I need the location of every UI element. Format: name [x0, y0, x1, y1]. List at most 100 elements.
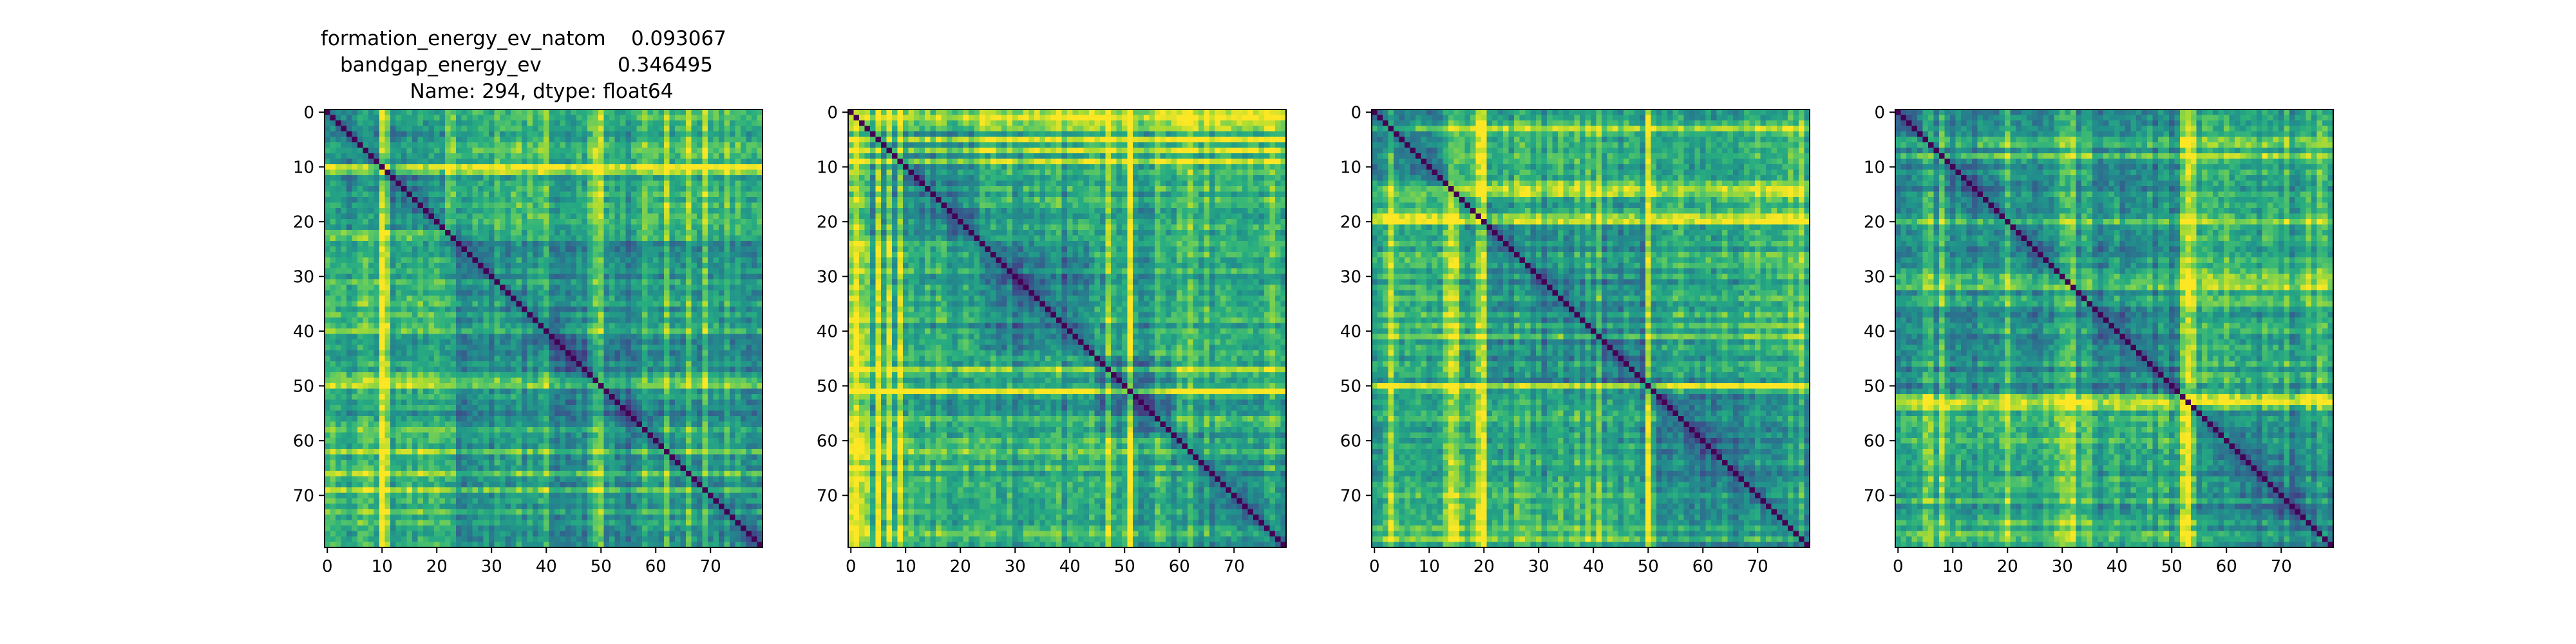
heatmap-cell	[713, 438, 719, 444]
heatmap-cell	[379, 449, 385, 455]
heatmap-cell	[489, 312, 495, 318]
heatmap-cell	[658, 416, 665, 422]
heatmap-cell	[669, 191, 676, 198]
heatmap-cell	[713, 279, 719, 285]
heatmap-cell	[472, 175, 478, 181]
heatmap-cell	[603, 334, 610, 340]
heatmap-cell	[346, 169, 352, 176]
heatmap-cell	[428, 421, 435, 428]
heatmap-cell	[746, 142, 752, 148]
heatmap-cell	[576, 164, 582, 170]
heatmap-cell	[472, 230, 478, 236]
heatmap-cell	[741, 355, 746, 362]
heatmap-cell	[516, 235, 522, 242]
heatmap-cell	[336, 421, 341, 428]
heatmap-cell	[363, 405, 369, 411]
heatmap-cell	[603, 246, 610, 252]
heatmap-cell	[636, 405, 643, 411]
heatmap-cell	[544, 307, 549, 312]
heatmap-cell	[336, 432, 341, 439]
heatmap-cell	[522, 345, 527, 351]
heatmap-cell	[467, 230, 473, 236]
heatmap-cell	[483, 263, 489, 269]
heatmap-cell	[719, 443, 724, 450]
heatmap-cell	[336, 279, 341, 285]
heatmap-cell	[625, 339, 632, 345]
heatmap-cell	[565, 158, 571, 165]
heatmap-cell	[412, 147, 418, 154]
heatmap-cell	[642, 175, 648, 181]
heatmap-cell	[505, 153, 511, 159]
heatmap-cell	[582, 219, 588, 225]
heatmap-cell	[412, 268, 418, 274]
heatmap-cell	[439, 394, 446, 400]
heatmap-cell	[395, 432, 402, 439]
heatmap-cell	[511, 350, 516, 356]
heatmap-cell	[445, 180, 451, 187]
heatmap-cell	[730, 383, 735, 389]
heatmap-cell	[625, 169, 632, 176]
heatmap-cell	[587, 317, 593, 323]
heatmap-cell	[379, 257, 385, 263]
heatmap-cell	[412, 235, 418, 242]
heatmap-cell	[719, 290, 724, 296]
heatmap-cell	[379, 115, 385, 121]
heatmap-cell	[625, 307, 632, 312]
heatmap-cell	[472, 432, 478, 439]
heatmap-cell	[428, 296, 435, 301]
heatmap-cell	[560, 180, 566, 187]
heatmap-cell	[554, 350, 560, 356]
heatmap-cell	[642, 366, 648, 373]
heatmap-cell	[478, 323, 484, 329]
heatmap-cell	[576, 263, 582, 269]
heatmap-cell	[680, 263, 687, 269]
heatmap-cell	[522, 377, 527, 384]
heatmap-cell	[642, 180, 648, 187]
heatmap-cell	[538, 142, 544, 148]
heatmap-cell	[658, 109, 665, 115]
heatmap-cell	[483, 427, 489, 433]
heatmap-cell	[669, 147, 676, 154]
heatmap-cell	[631, 366, 637, 373]
heatmap-cell	[511, 213, 516, 220]
heatmap-cell	[625, 290, 632, 296]
heatmap-cell	[719, 345, 724, 351]
heatmap-cell	[401, 399, 407, 406]
heatmap-cell	[395, 345, 402, 351]
heatmap-cell	[412, 323, 418, 329]
heatmap-cell	[478, 416, 484, 422]
heatmap-cell	[713, 169, 719, 176]
heatmap-cell	[478, 246, 484, 252]
heatmap-cell	[735, 438, 741, 444]
heatmap-cell	[708, 350, 714, 356]
heatmap-cell	[489, 175, 495, 181]
heatmap-cell	[533, 257, 538, 263]
heatmap-cell	[757, 120, 763, 126]
heatmap-cell	[423, 224, 429, 231]
heatmap-cell	[417, 115, 424, 121]
heatmap-cell	[439, 252, 446, 258]
heatmap-cell	[735, 355, 741, 362]
heatmap-cell	[434, 241, 440, 247]
heatmap-cell	[406, 443, 413, 450]
heatmap-cell	[614, 208, 621, 214]
heatmap-cell	[598, 246, 604, 252]
heatmap-cell	[505, 345, 511, 351]
heatmap-cell	[697, 388, 703, 395]
heatmap-cell	[587, 164, 593, 170]
heatmap-cell	[434, 355, 440, 362]
heatmap-cell	[478, 147, 484, 154]
heatmap-cell	[752, 115, 757, 121]
heatmap-cell	[560, 350, 566, 356]
heatmap-cell	[544, 120, 549, 126]
heatmap-cell	[664, 334, 670, 340]
heatmap-cell	[363, 301, 369, 307]
heatmap-cell	[625, 126, 632, 132]
heatmap-cell	[445, 208, 451, 214]
heatmap-cell	[522, 137, 527, 143]
heatmap-cell	[544, 328, 549, 334]
heatmap-cell	[505, 438, 511, 444]
heatmap-cell	[708, 186, 714, 192]
heatmap-cell	[691, 427, 697, 433]
heatmap-cell	[483, 175, 489, 181]
